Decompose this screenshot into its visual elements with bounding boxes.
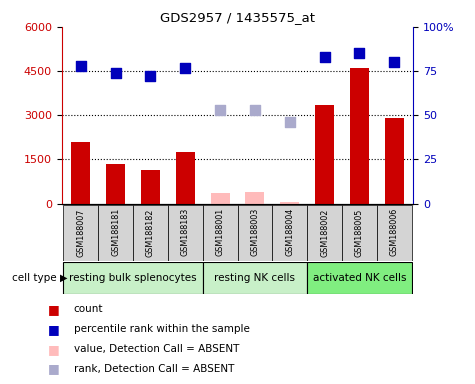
- Point: [355, 50, 363, 56]
- Bar: [238, 205, 272, 261]
- Bar: [141, 170, 160, 204]
- Bar: [315, 105, 334, 204]
- Point: [112, 70, 120, 76]
- Bar: [307, 205, 342, 261]
- Text: GSM188004: GSM188004: [285, 208, 294, 257]
- Bar: [203, 205, 238, 261]
- Bar: [133, 205, 168, 261]
- Bar: [64, 262, 203, 294]
- Text: count: count: [74, 304, 103, 314]
- Bar: [377, 205, 411, 261]
- Point: [286, 119, 294, 125]
- Text: percentile rank within the sample: percentile rank within the sample: [74, 324, 249, 334]
- Bar: [71, 142, 90, 204]
- Text: ■: ■: [48, 362, 59, 376]
- Point: [77, 63, 85, 69]
- Text: GSM188182: GSM188182: [146, 208, 155, 257]
- Text: value, Detection Call = ABSENT: value, Detection Call = ABSENT: [74, 344, 239, 354]
- Text: GSM188003: GSM188003: [250, 208, 259, 257]
- Bar: [350, 68, 369, 204]
- Bar: [210, 193, 230, 204]
- Point: [251, 107, 259, 113]
- Text: resting bulk splenocytes: resting bulk splenocytes: [69, 273, 197, 283]
- Text: resting NK cells: resting NK cells: [214, 273, 295, 283]
- Point: [321, 54, 328, 60]
- Bar: [385, 118, 404, 204]
- Text: GSM188005: GSM188005: [355, 208, 364, 257]
- Text: activated NK cells: activated NK cells: [313, 273, 406, 283]
- Title: GDS2957 / 1435575_at: GDS2957 / 1435575_at: [160, 11, 315, 24]
- Text: GSM188183: GSM188183: [181, 208, 190, 257]
- Bar: [168, 205, 203, 261]
- Bar: [64, 205, 98, 261]
- Bar: [176, 152, 195, 204]
- Bar: [342, 205, 377, 261]
- Point: [390, 59, 398, 65]
- Bar: [98, 205, 133, 261]
- Bar: [272, 205, 307, 261]
- Bar: [106, 164, 125, 204]
- Bar: [307, 262, 411, 294]
- Text: GSM188002: GSM188002: [320, 208, 329, 257]
- Text: cell type: cell type: [12, 273, 57, 283]
- Text: GSM188181: GSM188181: [111, 208, 120, 257]
- Bar: [280, 202, 299, 204]
- Text: ■: ■: [48, 343, 59, 356]
- Text: ■: ■: [48, 303, 59, 316]
- Text: ■: ■: [48, 323, 59, 336]
- Text: GSM188006: GSM188006: [390, 208, 399, 257]
- Point: [147, 73, 154, 79]
- Bar: [203, 262, 307, 294]
- Point: [216, 107, 224, 113]
- Point: [181, 65, 189, 71]
- Text: GSM188001: GSM188001: [216, 208, 225, 257]
- Text: GSM188007: GSM188007: [76, 208, 86, 257]
- Text: ▶: ▶: [60, 273, 68, 283]
- Bar: [245, 192, 265, 204]
- Text: rank, Detection Call = ABSENT: rank, Detection Call = ABSENT: [74, 364, 234, 374]
